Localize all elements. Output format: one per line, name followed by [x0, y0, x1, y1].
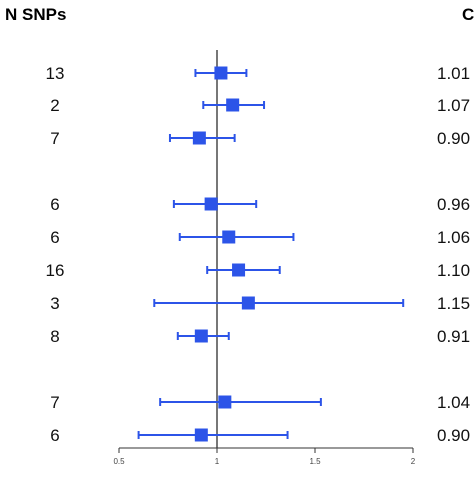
row-or-value: 1.01 — [437, 64, 470, 83]
or-header-partial: C — [462, 5, 474, 24]
point-estimate-marker — [194, 428, 208, 442]
row-n-snps: 8 — [50, 327, 59, 346]
x-tick-label: 0.5 — [113, 457, 125, 466]
row-n-snps: 7 — [50, 129, 59, 148]
row-n-snps: 13 — [46, 64, 65, 83]
x-tick-label: 2 — [411, 457, 416, 466]
x-axis: 0.5 1 1.5 2 — [113, 447, 416, 466]
forest-row: 8 0.91 — [50, 327, 470, 346]
row-or-value: 1.04 — [437, 393, 470, 412]
row-or-value: 0.91 — [437, 327, 470, 346]
x-tick-label: 1.5 — [309, 457, 321, 466]
row-or-value: 1.15 — [437, 294, 470, 313]
row-n-snps: 6 — [50, 228, 59, 247]
point-estimate-marker — [204, 197, 218, 211]
forest-row: 2 1.07 — [50, 96, 470, 115]
row-n-snps: 7 — [50, 393, 59, 412]
forest-row: 3 1.15 — [50, 294, 470, 313]
point-estimate-marker — [232, 263, 246, 277]
row-n-snps: 6 — [50, 426, 59, 445]
row-or-value: 0.90 — [437, 426, 470, 445]
row-or-value: 1.10 — [437, 261, 470, 280]
row-or-value: 0.90 — [437, 129, 470, 148]
row-n-snps: 3 — [50, 294, 59, 313]
forest-row: 16 1.10 — [46, 261, 471, 280]
point-estimate-marker — [194, 329, 208, 343]
forest-row: 6 1.06 — [50, 228, 470, 247]
point-estimate-marker — [192, 131, 206, 145]
n-snps-header: N SNPs — [5, 5, 66, 24]
row-n-snps: 6 — [50, 195, 59, 214]
forest-row: 7 1.04 — [50, 393, 470, 412]
point-estimate-marker — [241, 296, 255, 310]
x-tick-label: 1 — [215, 457, 220, 466]
forest-row: 6 0.90 — [50, 426, 470, 445]
row-n-snps: 16 — [46, 261, 65, 280]
point-estimate-marker — [222, 230, 236, 244]
forest-row: 7 0.90 — [50, 129, 470, 148]
point-estimate-marker — [218, 395, 232, 409]
row-n-snps: 2 — [50, 96, 59, 115]
point-estimate-marker — [214, 66, 228, 80]
row-or-value: 1.06 — [437, 228, 470, 247]
row-or-value: 0.96 — [437, 195, 470, 214]
row-or-value: 1.07 — [437, 96, 470, 115]
forest-row: 6 0.96 — [50, 195, 470, 214]
point-estimate-marker — [226, 98, 240, 112]
forest-row: 13 1.01 — [46, 64, 471, 83]
